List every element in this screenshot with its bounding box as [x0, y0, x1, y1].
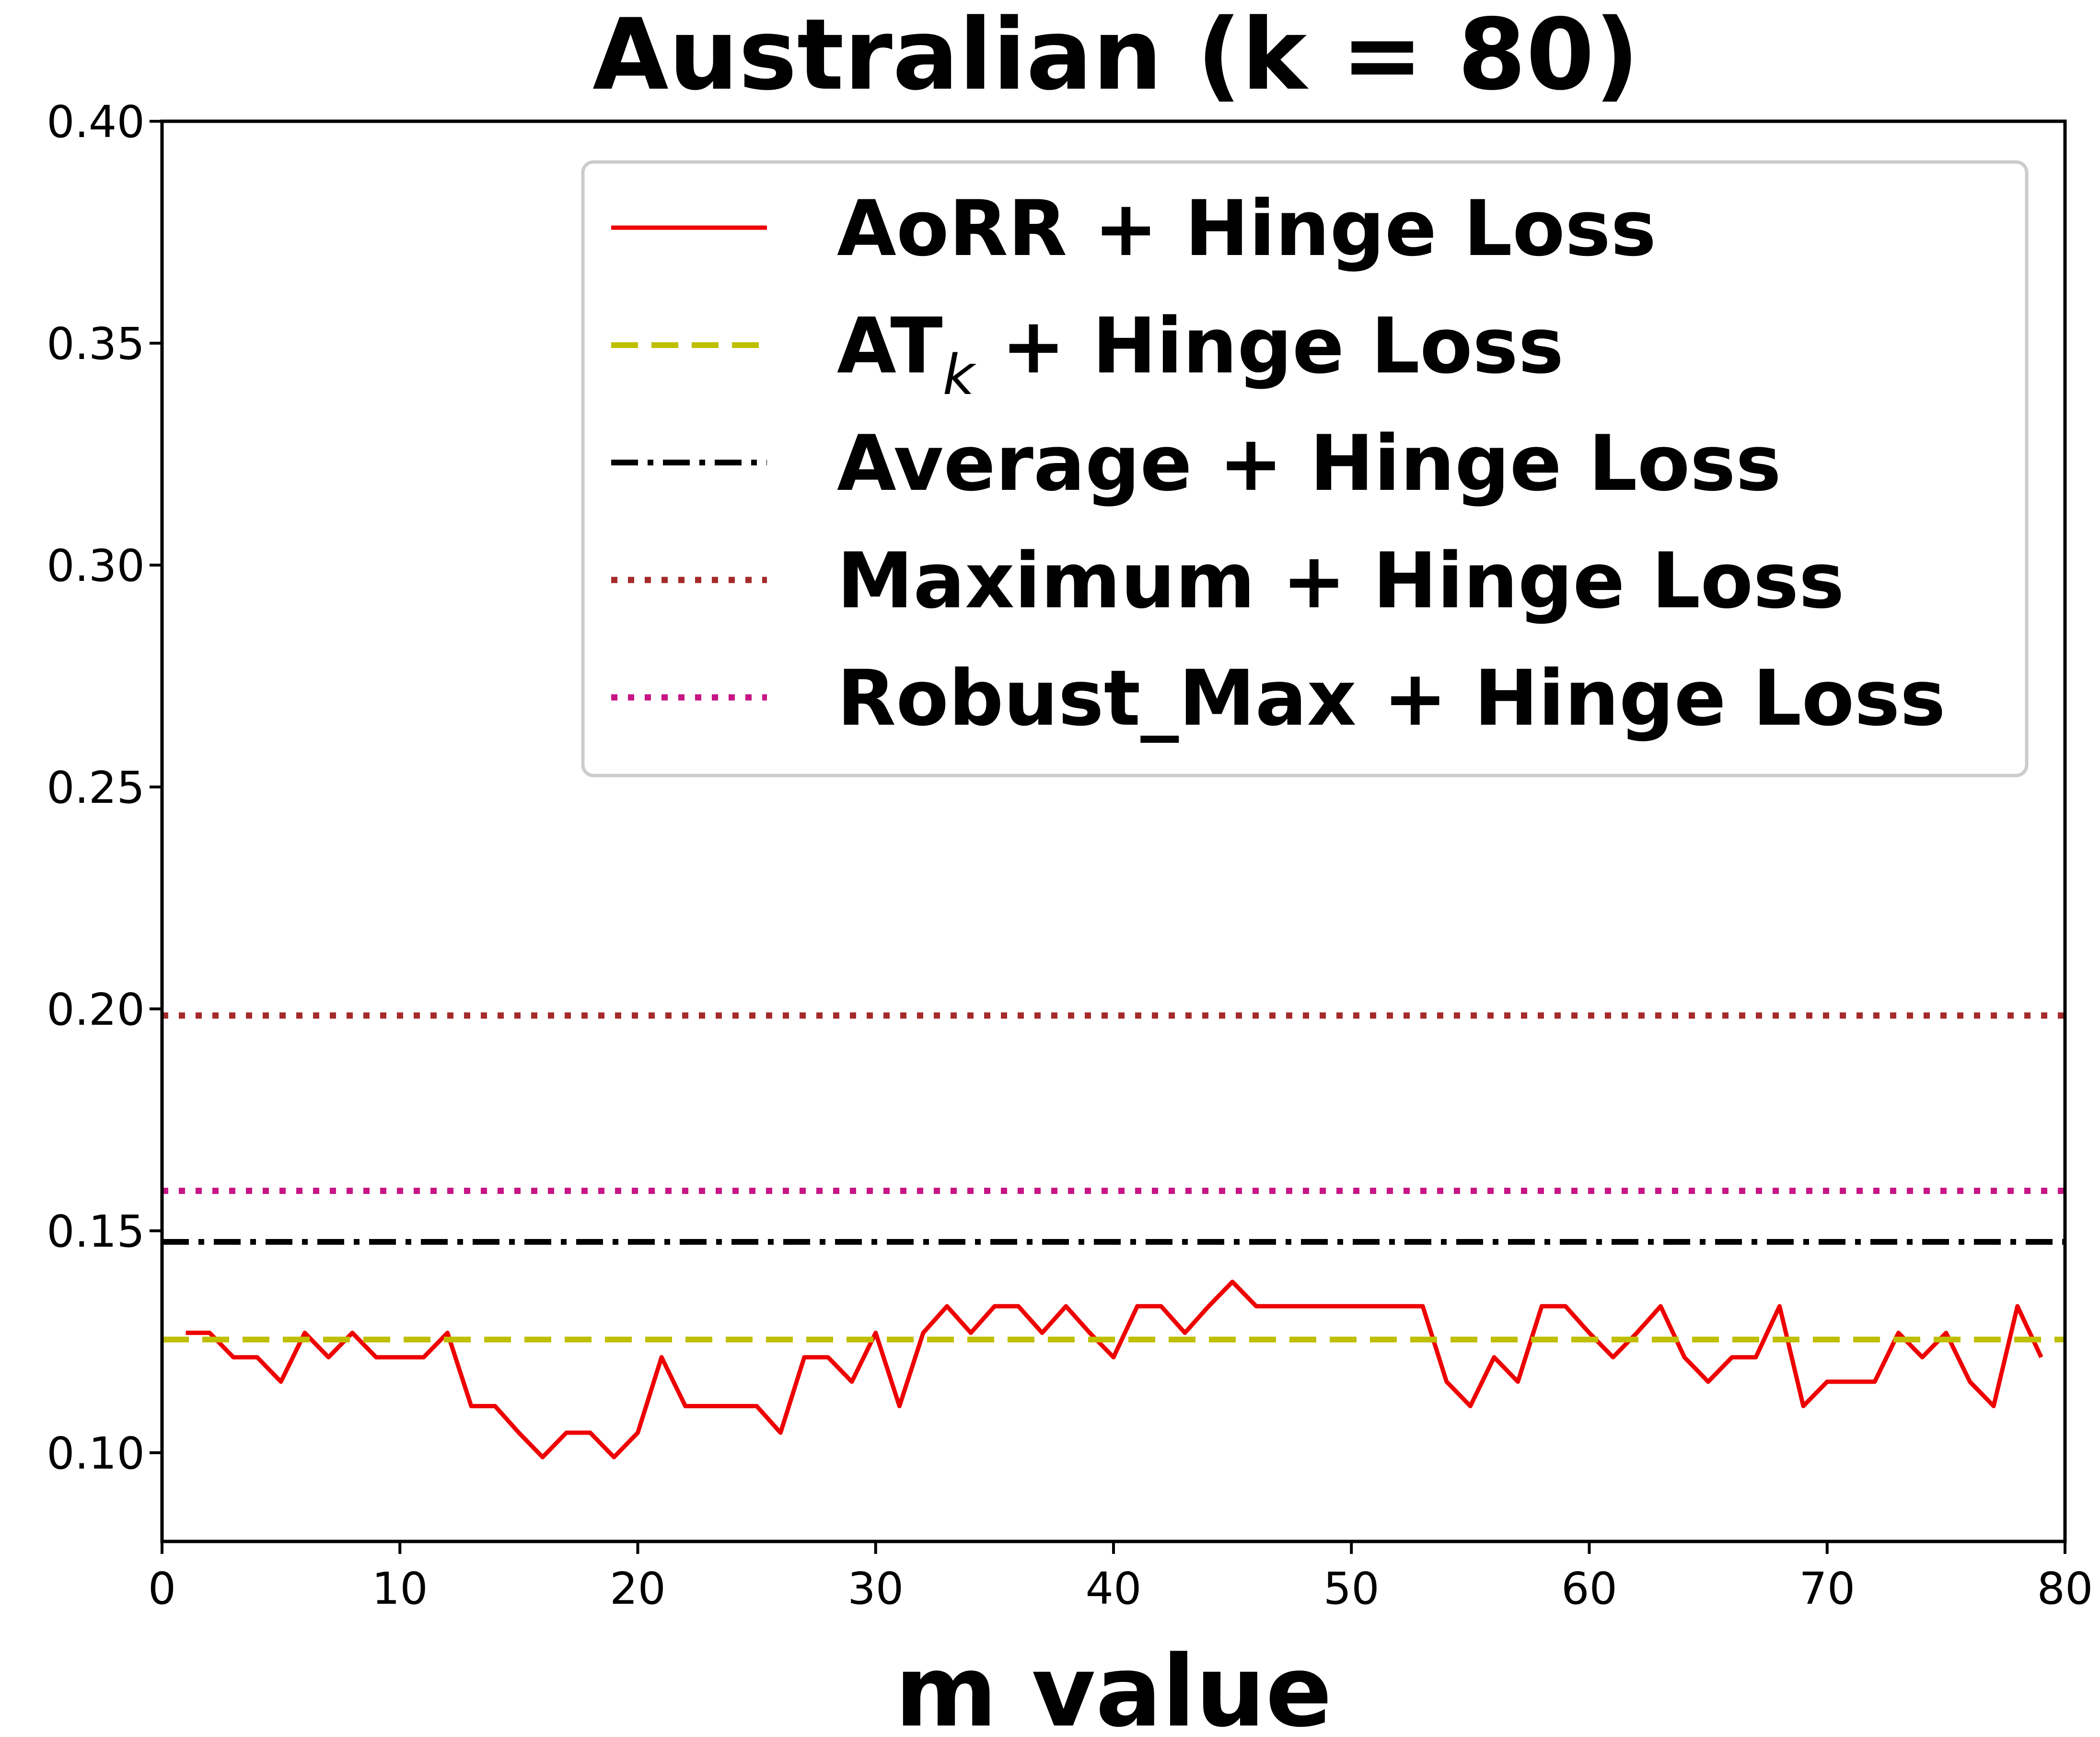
- y-tick-label-0.30: 0.30: [46, 540, 145, 591]
- legend-label-3: Maximum + Hinge Loss: [837, 536, 1845, 625]
- x-axis: 0 10 20 30 40 50 60 70 80: [148, 1541, 2093, 1614]
- legend-label-text: Average + Hinge Loss: [837, 418, 1781, 508]
- x-tick-label-50: 50: [1323, 1563, 1380, 1614]
- x-tick-label-10: 10: [372, 1563, 428, 1614]
- legend-box: [581, 160, 2029, 777]
- legend-items: AoRR + Hinge Loss ATk + Hinge Loss Average…: [611, 184, 1946, 743]
- chart-title: Australian (k = 80): [592, 0, 1639, 112]
- series-layer: [162, 1012, 2065, 1459]
- x-tick-label-0: 0: [148, 1563, 176, 1614]
- x-tick-label-40: 40: [1085, 1563, 1141, 1614]
- y-tick-label-0.10: 0.10: [46, 1428, 145, 1479]
- y-tick-label-0.40: 0.40: [46, 96, 145, 148]
- x-tick-label-30: 30: [847, 1563, 904, 1614]
- legend-label-text: AT: [837, 301, 943, 391]
- y-axis: 0.10 0.15 0.20 0.25 0.30 0.35 0.40: [46, 96, 162, 1479]
- legend-label-text: AoRR + Hinge Loss: [837, 184, 1656, 273]
- y-tick-label-0.35: 0.35: [46, 318, 145, 370]
- x-axis-label: m value: [895, 1635, 1332, 1737]
- legend-label-text: Maximum + Hinge Loss: [837, 536, 1845, 625]
- x-tick-label-80: 80: [2037, 1563, 2093, 1614]
- legend-label-2: Average + Hinge Loss: [837, 418, 1781, 508]
- y-tick-label-0.25: 0.25: [46, 762, 145, 813]
- legend-label-text: Robust_Max + Hinge Loss: [837, 653, 1946, 743]
- legend: AoRR + Hinge Loss ATk + Hinge Loss Average…: [581, 160, 2029, 777]
- legend-label-1: ATk + Hinge Loss: [837, 301, 1564, 407]
- x-tick-label-70: 70: [1799, 1563, 1855, 1614]
- series-line-0: [186, 1279, 2043, 1459]
- legend-label-subscript: k: [943, 343, 977, 407]
- y-tick-label-0.20: 0.20: [46, 984, 145, 1035]
- y-tick-label-0.15: 0.15: [46, 1206, 145, 1257]
- x-tick-label-60: 60: [1561, 1563, 1617, 1614]
- legend-label-suffix: + Hinge Loss: [975, 301, 1564, 391]
- x-tick-label-20: 20: [610, 1563, 666, 1614]
- legend-label-4: Robust_Max + Hinge Loss: [837, 653, 1946, 743]
- legend-label-0: AoRR + Hinge Loss: [837, 184, 1656, 273]
